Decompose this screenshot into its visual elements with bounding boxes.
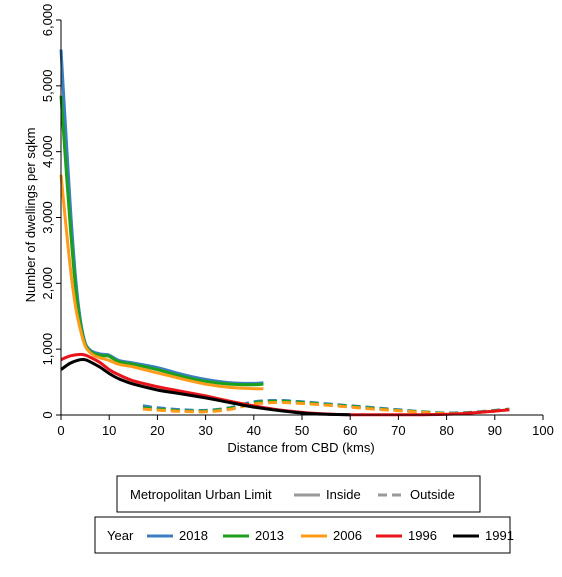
y-tick-label: 3,000 (40, 201, 55, 234)
x-tick-label: 50 (295, 423, 309, 438)
y-axis-title: Number of dwellings per sqkm (23, 128, 38, 303)
legend-label-1991: 1991 (485, 528, 514, 543)
y-tick-label: 0 (40, 411, 55, 418)
axes: 0 10 20 30 40 50 60 70 80 90 100 0 1,000 2,000 3,000 4,… (40, 4, 554, 438)
y-tick-label: 1,000 (40, 333, 55, 366)
y-tick-label: 4,000 (40, 135, 55, 168)
series-line-2013-inside (59, 95, 264, 387)
legend-urban-limit: Metropolitan Urban Limit Inside Outside (116, 475, 481, 513)
legend-label-outside: Outside (410, 487, 455, 502)
series-line-2006-inside (59, 174, 264, 391)
y-tick-label: 6,000 (40, 4, 55, 37)
x-tick-label: 100 (532, 423, 554, 438)
y-tick-label: 5,000 (40, 70, 55, 103)
series-line-1991-inside (60, 357, 351, 417)
legend-label-inside: Inside (326, 487, 361, 502)
x-tick-label: 20 (150, 423, 164, 438)
legend-label-2018: 2018 (179, 528, 208, 543)
x-tick-label: 90 (488, 423, 502, 438)
series-line-2018-inside (59, 49, 264, 385)
legend-urban-limit-title: Metropolitan Urban Limit (130, 487, 272, 502)
x-tick-label: 60 (343, 423, 357, 438)
x-tick-label: 80 (439, 423, 453, 438)
series-line-2018-outside (142, 399, 510, 415)
x-tick-label: 70 (391, 423, 405, 438)
legend-label-2013: 2013 (255, 528, 284, 543)
x-tick-label: 40 (247, 423, 261, 438)
x-tick-label: 30 (198, 423, 212, 438)
legend-label-1996: 1996 (408, 528, 437, 543)
y-tick-label: 2,000 (40, 267, 55, 300)
legend-year-title: Year (107, 528, 134, 543)
x-tick-label: 10 (102, 423, 116, 438)
x-axis-title: Distance from CBD (kms) (227, 440, 374, 455)
legend-year: Year 2018 2013 2006 1996 1991 (94, 516, 514, 554)
plot-area (59, 49, 510, 417)
x-tick-label: 0 (57, 423, 64, 438)
legend-label-2006: 2006 (333, 528, 362, 543)
